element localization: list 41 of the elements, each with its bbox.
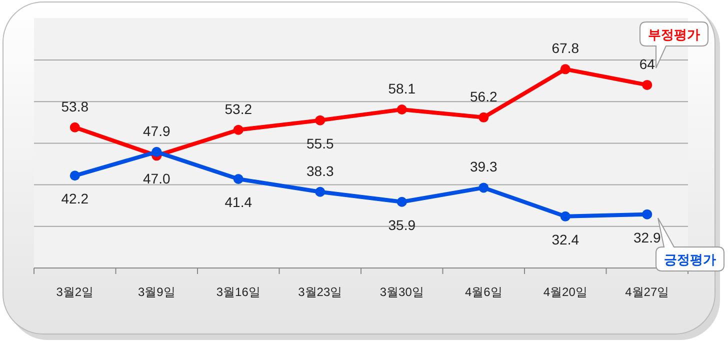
data-label: 53.2: [224, 100, 252, 117]
x-tick-label: 4월27일: [625, 285, 670, 299]
point: [315, 186, 326, 197]
x-tick-label: 3월9일: [138, 285, 176, 299]
point: [478, 182, 489, 193]
point: [233, 174, 244, 184]
x-tick-label: 3월16일: [216, 285, 260, 299]
data-label: 41.4: [224, 194, 252, 210]
data-label: 39.3: [470, 158, 498, 175]
x-tick-label: 4월20일: [543, 285, 588, 299]
point: [560, 211, 570, 222]
point: [560, 64, 570, 74]
point: [396, 196, 407, 207]
point: [478, 112, 489, 122]
data-label: 56.2: [470, 88, 498, 104]
data-label: 35.9: [388, 216, 416, 233]
point: [396, 104, 407, 115]
point: [233, 124, 244, 135]
data-label: 47.9: [143, 122, 170, 139]
data-label: 38.3: [306, 162, 334, 179]
data-label: 32.4: [552, 231, 580, 248]
point: [642, 80, 652, 90]
text: 부정평가: [648, 27, 700, 42]
data-label: 64: [639, 56, 656, 72]
data-label: 53.8: [61, 98, 89, 114]
point: [70, 122, 80, 132]
data-label: 47.0: [143, 170, 170, 187]
point: [315, 115, 326, 126]
data-label: 42.2: [61, 190, 89, 207]
x-tick-label: 4월6일: [464, 285, 502, 299]
point: [152, 146, 162, 157]
x-tick-label: 3월2일: [56, 285, 94, 299]
data-label: 32.9: [634, 229, 661, 246]
point: [642, 209, 652, 220]
text: 긍정평가: [664, 252, 716, 267]
point: [70, 170, 80, 181]
x-tick-label: 3월30일: [380, 285, 424, 299]
x-tick-label: 3월23일: [298, 285, 342, 299]
data-label: 55.5: [306, 135, 334, 152]
data-label: 67.8: [552, 40, 580, 56]
data-label: 58.1: [388, 80, 416, 97]
